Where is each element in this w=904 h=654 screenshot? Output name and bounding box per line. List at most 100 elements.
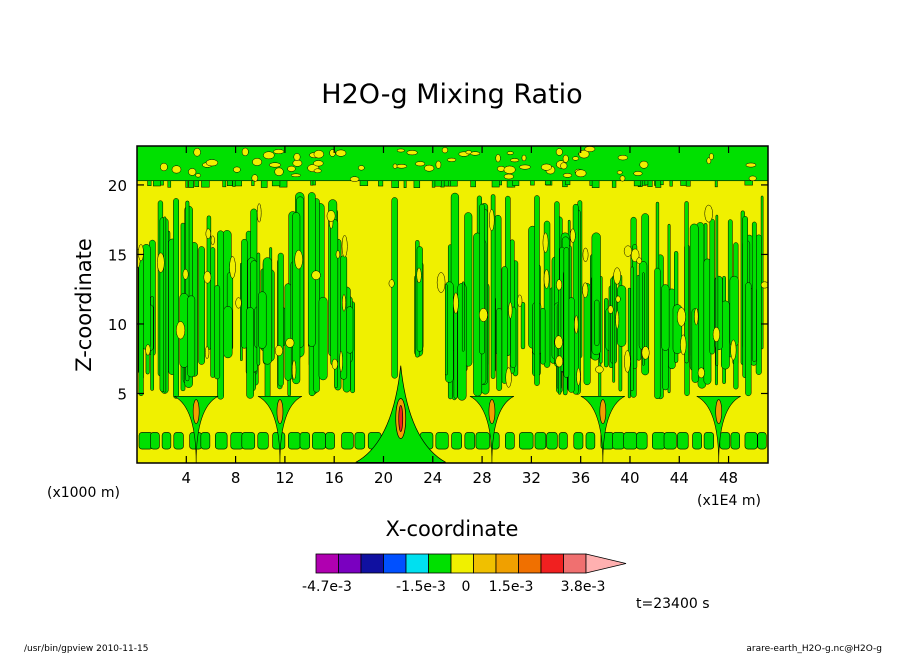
green-streak: [729, 275, 739, 347]
yellow-hole: [453, 292, 459, 314]
upper-hole: [633, 171, 643, 176]
y-axis-unit: (x1000 m): [47, 485, 120, 501]
band-fragment: [222, 180, 227, 188]
lower-cell: [612, 432, 625, 450]
yellow-hole: [335, 250, 341, 259]
upper-hole: [292, 159, 303, 167]
lower-cell: [214, 432, 228, 450]
green-streak: [163, 216, 167, 393]
green-streak: [751, 221, 757, 362]
yellow-hole: [274, 345, 283, 357]
yellow-hole: [331, 358, 338, 370]
upper-hole: [503, 165, 516, 174]
y-tick-label: 5: [117, 385, 127, 403]
yellow-hole: [615, 310, 620, 329]
lower-cell: [475, 432, 490, 450]
green-streak: [534, 195, 540, 386]
band-fragment: [660, 180, 664, 186]
upper-hole: [506, 151, 514, 155]
lower-cell: [692, 432, 702, 450]
yellow-hole: [694, 307, 699, 326]
footer-right: arare-earth_H2O-g.nc@H2O-g: [746, 644, 882, 654]
green-streak: [258, 291, 267, 349]
upper-hole: [495, 154, 501, 163]
lower-cell: [200, 432, 211, 450]
upper-hole: [470, 151, 481, 156]
colorbar-swatch: [518, 553, 542, 574]
lower-cell: [257, 432, 269, 450]
lower-cell: [730, 432, 740, 450]
green-streak: [715, 214, 719, 366]
green-streak: [568, 297, 575, 393]
band-fragment: [491, 180, 500, 188]
band-fragment: [359, 180, 369, 186]
yellow-hole: [488, 209, 495, 231]
yellow-hole: [730, 339, 737, 361]
upper-hole: [578, 149, 590, 159]
yellow-hole: [760, 281, 768, 289]
upper-hole: [313, 150, 324, 159]
x-tick-label: 36: [571, 469, 590, 487]
yellow-hole: [285, 338, 295, 348]
lower-cell: [230, 432, 244, 450]
band-fragment: [403, 180, 407, 188]
green-streak: [391, 197, 398, 379]
x-tick-label: 32: [522, 469, 541, 487]
lower-cell: [663, 432, 677, 450]
colorbar-label: 0: [462, 579, 471, 595]
yellow-hole: [175, 321, 186, 340]
green-streak: [709, 218, 715, 355]
green-streak: [246, 307, 254, 399]
band-fragment: [201, 180, 210, 188]
green-streak: [214, 285, 221, 380]
lower-cell: [354, 432, 366, 450]
yellow-hole: [210, 235, 215, 246]
y-axis-label: Z-coordinate: [72, 238, 96, 372]
plot-area: [136, 145, 769, 464]
green-streak: [346, 306, 354, 354]
colorbar: -4.7e-3 -1.5e-3 0 1.5e-3 3.8e-3: [302, 553, 627, 595]
plume-hot-core: [398, 405, 404, 432]
colorbar-swatch: [405, 553, 429, 574]
yellow-hole: [478, 308, 488, 322]
upper-hole: [521, 154, 527, 162]
green-streak: [520, 301, 526, 350]
yellow-hole: [416, 267, 422, 283]
green-streak: [583, 283, 591, 386]
band-fragment: [443, 180, 449, 187]
upper-hole: [575, 169, 587, 178]
green-streak: [416, 246, 423, 352]
colorbar-label: 3.8e-3: [561, 579, 606, 595]
lower-cell: [299, 432, 311, 450]
band-fragment: [279, 180, 288, 188]
band-fragment: [685, 180, 691, 187]
band-fragment: [431, 180, 436, 188]
plot-frame: [136, 145, 769, 464]
upper-hole: [745, 162, 757, 168]
yellow-hole: [342, 294, 346, 312]
upper-hole: [447, 157, 457, 162]
green-streak: [496, 308, 503, 391]
green-streak: [540, 307, 546, 365]
upper-hole: [392, 163, 398, 169]
lower-cell: [150, 432, 160, 450]
upper-hole: [396, 164, 408, 169]
lower-cell: [558, 432, 568, 450]
yellow-hole: [145, 344, 151, 356]
lower-cell: [341, 432, 354, 450]
upper-hole: [639, 160, 649, 169]
yellow-hole: [505, 367, 512, 388]
yellow-hole: [291, 359, 297, 380]
yellow-hole: [341, 235, 348, 258]
yellow-hole: [623, 245, 633, 257]
upper-hole: [293, 153, 301, 161]
x-tick-label: 48: [719, 469, 738, 487]
lower-cell: [636, 432, 648, 450]
band-fragment: [194, 180, 200, 187]
band-fragment: [188, 180, 194, 188]
plume-core: [488, 399, 496, 424]
upper-hole: [335, 149, 347, 157]
upper-hole: [435, 160, 442, 169]
x-axis: 4 8 12 16 20 24 28 32 36 40 44 48: [182, 146, 738, 487]
band-fragment: [530, 180, 535, 186]
